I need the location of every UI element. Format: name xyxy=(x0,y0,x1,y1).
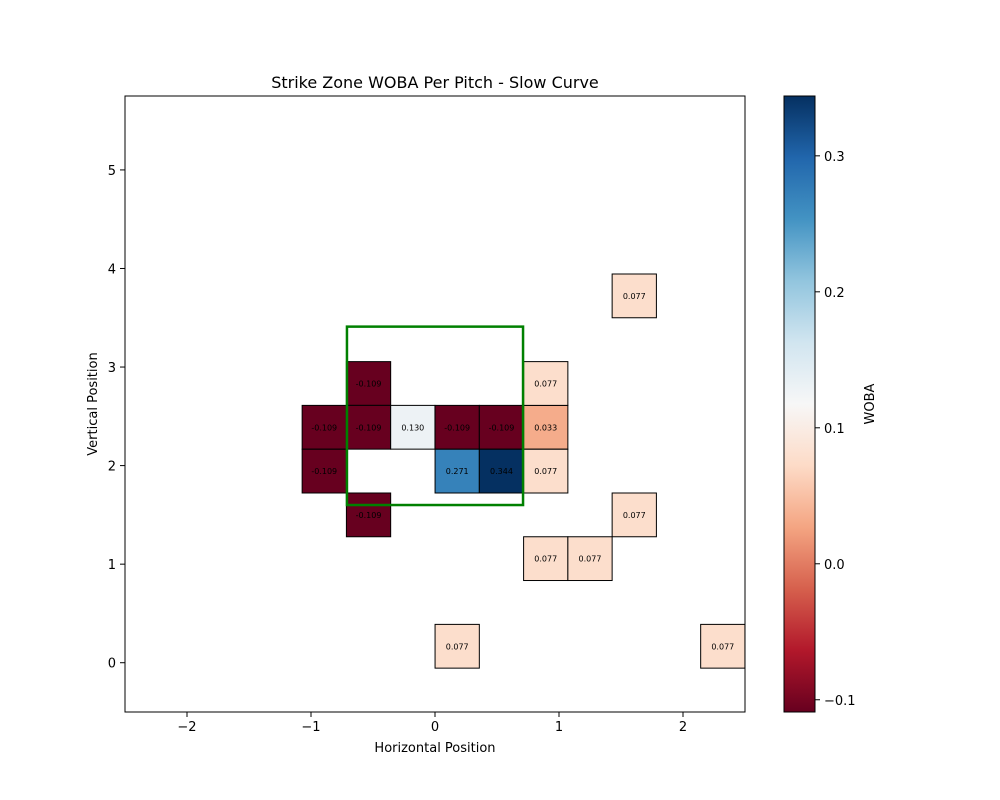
heatmap-cell-1 xyxy=(301,404,347,450)
x-tick-label: 1 xyxy=(555,720,563,735)
cell-label-14: 0.077 xyxy=(623,511,646,520)
cell-label-10: 0.271 xyxy=(446,467,469,476)
cell-label-7: 0.077 xyxy=(534,379,557,388)
cell-label-4: -0.109 xyxy=(444,423,470,432)
x-axis-label: Horizontal Position xyxy=(374,741,495,756)
colorbar-tick-label: −0.1 xyxy=(824,694,856,709)
heatmap-cell-14 xyxy=(611,492,657,538)
cell-label-17: 0.077 xyxy=(446,642,469,651)
y-axis-label: Vertical Position xyxy=(86,352,101,455)
heatmap-cell-16 xyxy=(567,536,613,582)
y-tick-label: 1 xyxy=(108,558,116,573)
colorbar xyxy=(783,95,816,713)
cell-label-9: -0.109 xyxy=(311,467,337,476)
cell-label-11: 0.344 xyxy=(490,467,513,476)
cell-label-12: 0.077 xyxy=(534,467,557,476)
x-tick-label: −2 xyxy=(177,720,196,735)
y-tick-label: 0 xyxy=(108,657,116,672)
cell-label-8: 0.077 xyxy=(623,292,646,301)
colorbar-tick-label: 0.3 xyxy=(824,150,845,165)
heatmap-cell-11 xyxy=(478,448,525,494)
heatmap-cell-7 xyxy=(523,361,569,406)
heatmap-cell-0 xyxy=(345,361,392,406)
colorbar-tick-label: 0.1 xyxy=(824,422,845,437)
cell-label-1: -0.109 xyxy=(311,423,337,432)
x-axis-ticks: −2 −1 0 1 2 xyxy=(177,712,687,735)
strike-zone-rect xyxy=(345,325,525,507)
heatmap-cell-10 xyxy=(434,448,480,494)
colorbar-label: WOBA xyxy=(863,383,878,424)
heatmap-cell-9 xyxy=(301,448,347,494)
x-tick-label: −1 xyxy=(301,720,320,735)
heatmap-cells: -0.109 -0.109 -0.109 0.130 -0.109 -0.109 0.033… xyxy=(301,273,745,669)
x-tick-label: 2 xyxy=(679,720,687,735)
heatmap-cell-6 xyxy=(523,404,569,450)
plot-frame xyxy=(124,95,746,713)
heatmap-cell-13 xyxy=(345,492,392,538)
colorbar-tick-label: 0.0 xyxy=(824,558,845,573)
colorbar-ticks: −0.1 0.0 0.1 0.2 0.3 xyxy=(815,150,856,709)
cell-label-6: 0.033 xyxy=(534,423,557,432)
heatmap-cell-8 xyxy=(611,273,657,319)
colorbar-tick-label: 0.2 xyxy=(824,286,845,301)
cell-label-16: 0.077 xyxy=(579,555,602,564)
y-tick-label: 4 xyxy=(108,262,116,277)
x-tick-label: 0 xyxy=(431,720,439,735)
cell-label-5: -0.109 xyxy=(489,423,515,432)
y-tick-label: 5 xyxy=(108,164,116,179)
heatmap-cell-17 xyxy=(434,623,480,669)
heatmap-cell-5 xyxy=(478,404,525,450)
heatmap-cell-15 xyxy=(523,536,569,582)
chart-title: Strike Zone WOBA Per Pitch - Slow Curve xyxy=(271,73,599,92)
cell-label-13: -0.109 xyxy=(356,511,382,520)
cell-label-3: 0.130 xyxy=(401,423,424,432)
cell-label-0: -0.109 xyxy=(356,379,382,388)
cell-label-2: -0.109 xyxy=(356,423,382,432)
y-axis-ticks: 0 1 2 3 4 5 xyxy=(108,164,125,672)
y-tick-label: 2 xyxy=(108,460,116,475)
y-tick-label: 3 xyxy=(108,361,116,376)
heatmap-cell-12 xyxy=(523,448,569,494)
cell-label-15: 0.077 xyxy=(534,555,557,564)
cell-label-18: 0.077 xyxy=(711,642,734,651)
strike-zone xyxy=(345,325,525,507)
